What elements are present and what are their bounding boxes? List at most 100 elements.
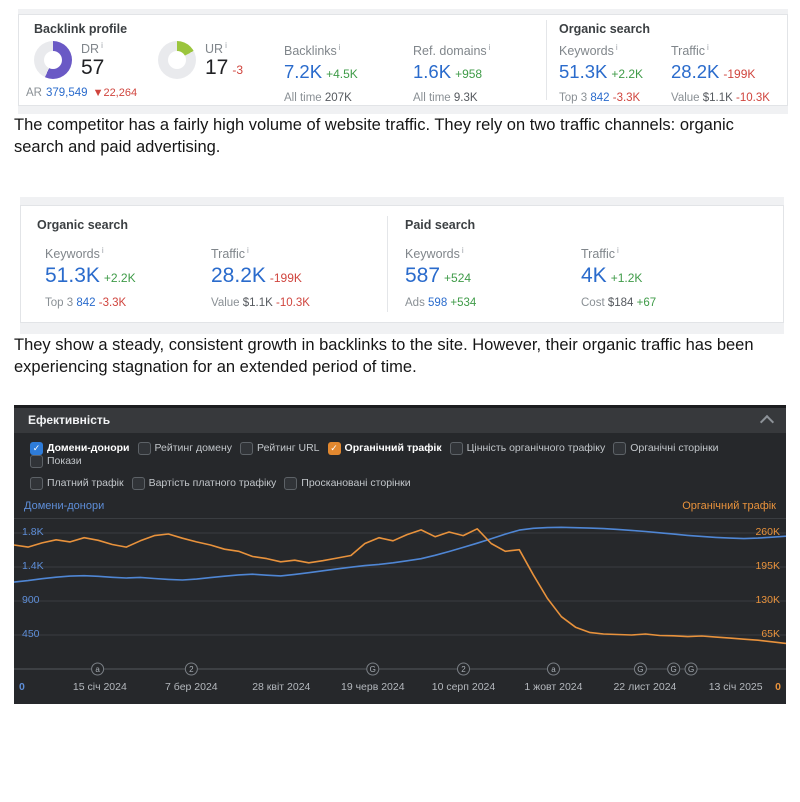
backlinks-label: Backlinks [284, 44, 337, 59]
event-marker-letter: G [637, 665, 643, 674]
performance-panel-header: Ефективність [14, 407, 786, 433]
section-divider [546, 20, 547, 100]
keywords-delta: +2.2K [611, 67, 644, 82]
checkbox-unchecked-icon[interactable] [30, 454, 43, 468]
legend-checkbox-label: Рейтинг домену [154, 442, 233, 455]
left-axis-tick: 450 [22, 627, 40, 640]
legend-checkbox[interactable]: Рейтинг домену [137, 441, 233, 455]
legend-checkbox-label: Домени-донори [47, 442, 130, 455]
right-axis-tick: 130K [755, 593, 780, 606]
event-marker-letter: G [671, 665, 677, 674]
checkbox-unchecked-icon[interactable] [30, 476, 43, 490]
paragraph-backlinks-growth: They show a steady, consistent growth in… [14, 335, 754, 377]
chevron-up-icon[interactable] [759, 415, 775, 430]
checkbox-unchecked-icon[interactable] [284, 476, 298, 490]
dr-label: DR [81, 42, 100, 57]
line-chart-plot: 1.8K 260K 1.4K 195K 900 130K 450 65K a 2 G 2 a G G G [14, 517, 786, 677]
dr-metric: DR i 57 [81, 41, 104, 80]
x-axis-date-label: 15 січ 2024 [72, 680, 127, 693]
ref-domains-value: 1.6K [413, 61, 452, 83]
info-icon[interactable]: i [617, 245, 619, 255]
checkbox-unchecked-icon[interactable] [131, 476, 145, 490]
legend-checkbox[interactable]: Платний трафік [30, 476, 124, 490]
info-icon[interactable]: i [488, 43, 491, 52]
event-marker-letter: 2 [461, 665, 466, 674]
ar-delta: ▼22,264 [92, 87, 138, 99]
event-marker-icon[interactable] [184, 662, 198, 676]
checkbox-checked-icon[interactable]: ✓ [30, 441, 43, 455]
info-icon[interactable]: i [707, 43, 709, 52]
section-divider [387, 215, 388, 312]
info-icon[interactable]: i [615, 43, 618, 52]
ar-value: 379,549 [45, 87, 88, 99]
ur-metric: UR i 17 -3 [205, 41, 243, 80]
x-axis-date-label: 13 січ 2025 [708, 680, 763, 693]
paid-search-heading: Paid search [405, 217, 476, 232]
event-marker-icon[interactable] [91, 662, 105, 676]
event-marker-letter: a [551, 665, 556, 674]
legend-checkbox-label: Покази [47, 455, 82, 468]
backlink-profile-heading: Backlink profile [34, 22, 128, 36]
ar-label: AR [26, 87, 42, 99]
ref-domains-delta: +958 [455, 67, 483, 82]
event-marker-icon[interactable] [684, 662, 698, 676]
legend-checkbox-label: Вартість платного трафіку [148, 477, 277, 490]
legend-checkbox[interactable]: Покази [30, 454, 82, 468]
event-marker-icon[interactable] [366, 662, 380, 676]
info-icon[interactable]: i [101, 41, 103, 50]
legend-checkbox-label: Платний трафік [47, 477, 124, 490]
event-marker-letter: a [95, 665, 100, 674]
ur-value: 17 [205, 56, 229, 80]
series-line-referring-domains [14, 526, 786, 583]
checkbox-unchecked-icon[interactable] [240, 441, 254, 455]
top-metrics-strip: Backlink profile Organic search DR i 57 A… [18, 9, 788, 114]
info-icon[interactable]: i [247, 245, 249, 255]
keywords-value: 51.3K [559, 61, 608, 83]
toggle-row-1: ✓ Домени-донори Рейтинг домену Рейтинг URL ✓… [30, 441, 770, 468]
checkbox-checked-icon[interactable]: ✓ [327, 441, 341, 455]
legend-checkbox[interactable]: Вартість платного трафіку [131, 476, 277, 490]
event-marker-letter: G [688, 665, 694, 674]
event-marker-icon[interactable] [457, 662, 471, 676]
traffic-value: 28.2K [671, 61, 720, 83]
event-marker-icon[interactable] [633, 662, 647, 676]
event-marker-icon[interactable] [667, 662, 681, 676]
legend-checkbox[interactable]: Органічні сторінки [613, 441, 719, 455]
mid-metrics-card: Organic search Paid search Keywords i 51.… [20, 204, 784, 323]
organic-traffic-metric: Traffic i 28.2K -199K Value $1.1K -10.3K [671, 43, 770, 105]
info-icon[interactable]: i [461, 245, 464, 255]
info-icon[interactable]: i [101, 245, 104, 255]
paid-keywords-metric: Keywords i 587 +524 Ads 598 +534 [405, 245, 477, 310]
left-axis-zero-tick: 0 [19, 680, 25, 693]
legend-checkbox[interactable]: ✓ Домени-донори [30, 441, 130, 455]
left-axis-tick: 900 [22, 593, 40, 606]
left-axis-tick: 1.8K [22, 525, 44, 538]
organic-keywords-metric: Keywords i 51.3K +2.2K Top 3 842 -3.3K [45, 245, 136, 310]
info-icon[interactable]: i [225, 41, 227, 50]
legend-checkbox-label: Органічний трафік [344, 442, 442, 455]
metric-toggles: ✓ Домени-донори Рейтинг домену Рейтинг URL ✓… [14, 433, 786, 498]
left-axis-series-label: Домени-донори [24, 499, 105, 512]
legend-checkbox[interactable]: Рейтинг URL [240, 441, 320, 455]
legend-checkbox-label: Проскановані сторінки [301, 477, 411, 490]
info-icon[interactable]: i [338, 43, 341, 52]
x-axis: 15 січ 2024 7 бер 2024 28 квіт 2024 19 черв… [14, 677, 786, 697]
event-marker-letter: G [370, 665, 376, 674]
x-axis-date-label: 22 лист 2024 [613, 680, 677, 693]
legend-checkbox-label: Органічні сторінки [630, 442, 719, 455]
event-marker-icon[interactable] [546, 662, 560, 676]
ur-donut-chart [158, 41, 196, 79]
x-axis-date-label: 10 серп 2024 [431, 680, 496, 693]
ahrefs-rank: AR 379,549 ▼22,264 [26, 87, 137, 99]
legend-checkbox[interactable]: ✓ Органічний трафік [327, 441, 442, 455]
organic-search-heading: Organic search [37, 217, 129, 232]
dr-donut-chart [34, 41, 72, 79]
checkbox-unchecked-icon[interactable] [137, 441, 151, 455]
ur-label: UR [205, 42, 224, 57]
chart-canvas: a 2 G 2 a G G G [14, 526, 786, 676]
legend-checkbox[interactable]: Проскановані сторінки [284, 476, 411, 490]
checkbox-unchecked-icon[interactable] [449, 441, 463, 455]
legend-checkbox[interactable]: Цінність органічного трафіку [449, 441, 605, 455]
toggle-row-2: Платний трафік Вартість платного трафіку П… [30, 476, 770, 490]
checkbox-unchecked-icon[interactable] [613, 441, 627, 455]
